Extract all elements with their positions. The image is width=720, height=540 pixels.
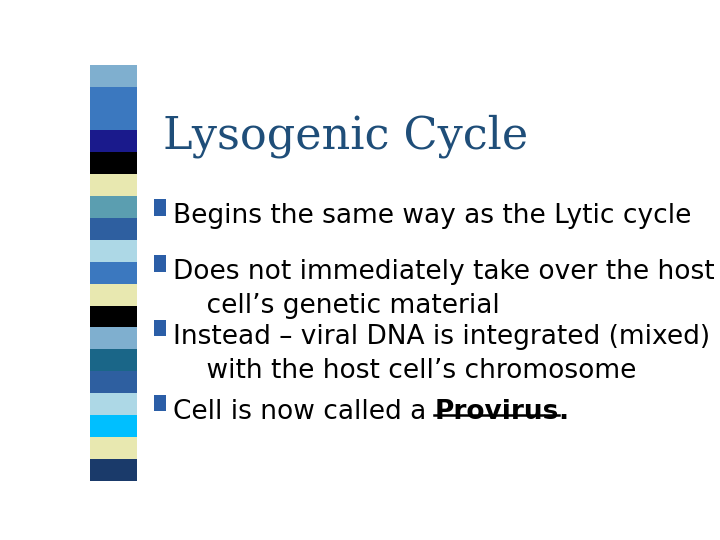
Bar: [154, 199, 166, 216]
Bar: [90, 415, 138, 437]
Text: Begins the same way as the Lytic cycle: Begins the same way as the Lytic cycle: [173, 203, 691, 230]
Bar: [90, 458, 138, 481]
Bar: [90, 349, 138, 371]
Bar: [154, 320, 166, 336]
Bar: [90, 174, 138, 196]
Bar: [90, 437, 138, 458]
Bar: [90, 109, 138, 131]
Bar: [90, 196, 138, 218]
Bar: [90, 152, 138, 174]
Bar: [90, 284, 138, 306]
Bar: [90, 131, 138, 152]
Bar: [154, 395, 166, 411]
Bar: [90, 65, 138, 87]
Bar: [90, 240, 138, 262]
Bar: [90, 87, 138, 109]
Bar: [90, 327, 138, 349]
Bar: [90, 371, 138, 393]
Bar: [90, 218, 138, 240]
Text: Instead – viral DNA is integrated (mixed)
    with the host cell’s chromosome: Instead – viral DNA is integrated (mixed…: [173, 324, 710, 384]
Bar: [90, 306, 138, 327]
Text: Does not immediately take over the host
    cell’s genetic material: Does not immediately take over the host …: [173, 259, 714, 319]
Text: Provirus: Provirus: [434, 399, 559, 424]
Text: .: .: [559, 399, 569, 424]
Text: Lysogenic Cycle: Lysogenic Cycle: [163, 114, 528, 158]
Bar: [90, 262, 138, 284]
Bar: [90, 393, 138, 415]
Bar: [154, 255, 166, 272]
Text: Cell is now called a: Cell is now called a: [173, 399, 434, 424]
